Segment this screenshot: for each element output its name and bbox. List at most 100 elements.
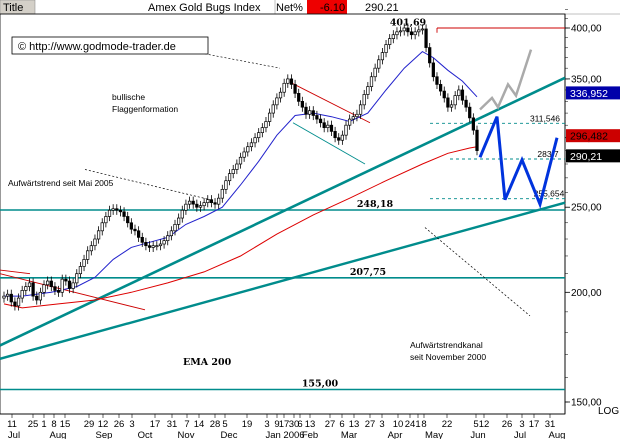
candle [56, 285, 61, 297]
candle [220, 184, 224, 203]
candle [78, 261, 83, 279]
candle [391, 30, 395, 44]
candle-body [304, 106, 308, 115]
candle [398, 26, 403, 37]
candle-body [340, 134, 345, 141]
candle [326, 120, 330, 133]
candle [260, 123, 264, 138]
candle [133, 224, 137, 236]
candle-body [227, 173, 232, 182]
price-badge-bg [566, 86, 620, 100]
candle-body [2, 295, 6, 299]
x-day-label: 31 [545, 419, 556, 430]
candle-body [71, 282, 75, 289]
x-day-label: 27 [325, 419, 336, 430]
x-axis: 11 25 1 8 15 29 12 26 3 17 31 7 14 28 5 19 3 9 17 306 13 27 6 1… [0, 413, 565, 439]
candle [428, 43, 432, 68]
x-day-label: 1 [41, 419, 46, 430]
candle [406, 23, 410, 37]
candle-body [169, 230, 173, 237]
candle-body [380, 52, 385, 61]
candle [46, 276, 50, 290]
watermark-text: © http://www.godmode-trader.de [18, 41, 176, 53]
ema-short-line [4, 50, 478, 297]
candle [380, 48, 385, 65]
candle [271, 100, 275, 118]
candle [435, 72, 439, 90]
trend-line [0, 269, 31, 275]
trend-line [292, 122, 366, 165]
candle [202, 198, 206, 211]
candle-body [235, 163, 239, 170]
candle-body [435, 76, 439, 85]
candle [140, 232, 144, 247]
candle-body [104, 216, 108, 224]
x-day-label: 5 [473, 419, 478, 430]
x-month-label: Feb [302, 430, 318, 439]
header-change-label: Net% [276, 2, 303, 14]
candle [217, 193, 221, 209]
candle-body [118, 209, 123, 213]
candle [388, 34, 392, 50]
candle-body [398, 30, 403, 33]
header-change-value: -6.10 [320, 2, 345, 14]
price-badge: 336,952 [566, 86, 620, 100]
candle [9, 289, 13, 307]
header-bar: Title Amex Gold Bugs Index Net% -6.10 29… [0, 0, 620, 15]
x-month-label: Oct [138, 430, 153, 439]
candle-body [195, 203, 199, 208]
candle-body [140, 237, 144, 243]
candle-body [475, 129, 479, 151]
annotation-pointer [192, 51, 281, 69]
candle [126, 211, 130, 228]
peak-label: 401,69 [390, 17, 427, 28]
candle-body [217, 197, 221, 205]
candle-body [358, 104, 363, 115]
x-month-label: Aug [50, 430, 67, 439]
candle-body [351, 116, 355, 120]
candle [471, 113, 475, 135]
x-day-label: 9 [274, 419, 279, 430]
candle [468, 102, 472, 123]
candle [209, 195, 214, 208]
watermark-box: © http://www.godmode-trader.de [11, 36, 209, 55]
candle [249, 138, 254, 152]
candle-body [391, 34, 395, 39]
candle-body [329, 124, 334, 132]
x-day-label: 24 [405, 419, 416, 430]
candle-body [369, 76, 374, 87]
annotation-pointer [84, 169, 211, 201]
candle [373, 63, 377, 82]
candle [417, 25, 421, 37]
candle [300, 96, 304, 112]
x-month-label: Jan 2006 [265, 430, 304, 439]
candle [438, 79, 443, 96]
x-day-label: 1 [415, 419, 420, 430]
candle-body [311, 110, 315, 116]
level-label: 207,75 [350, 267, 386, 278]
candle-body [344, 124, 348, 136]
x-day-label: 13 [349, 419, 360, 430]
candle-body [187, 200, 192, 205]
candle [86, 246, 90, 265]
price-badge: 296,482 [566, 129, 620, 143]
x-day-label: 3 [129, 419, 134, 430]
candle-body [289, 78, 294, 85]
candle [27, 278, 32, 292]
x-day-label: 6 [297, 419, 302, 430]
x-day-label: 19 [242, 419, 253, 430]
candle [475, 125, 479, 156]
candle-body [162, 240, 166, 245]
candle [64, 274, 68, 286]
candle-body [431, 62, 435, 78]
x-day-label: 17 [279, 419, 290, 430]
candle [366, 82, 370, 100]
candle-body [275, 97, 279, 106]
candle-body [318, 118, 323, 124]
candle-body [100, 222, 104, 232]
candle-body [89, 245, 93, 252]
candle-body [438, 84, 443, 92]
candle-body [158, 243, 163, 247]
annotations: bullische Flaggenformation Aufwärtstrend s… [8, 17, 486, 368]
candle [297, 88, 301, 106]
